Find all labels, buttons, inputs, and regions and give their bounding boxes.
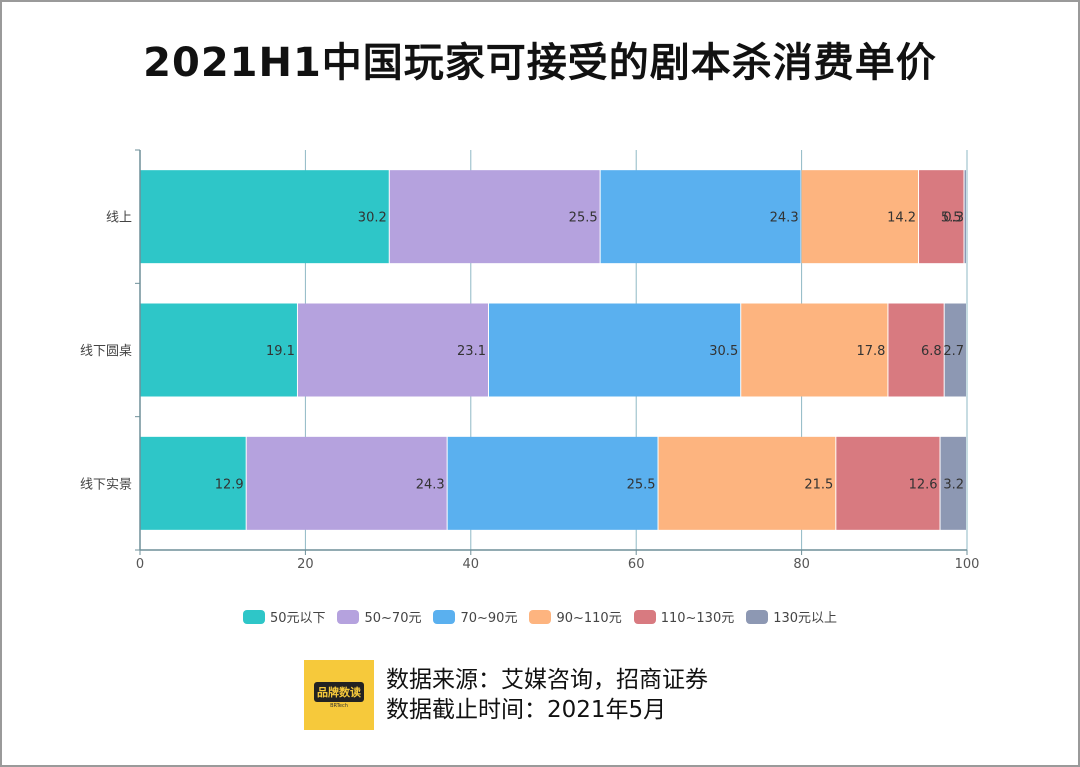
bar-value-label: 0.3 bbox=[943, 211, 964, 226]
bar-segment bbox=[658, 436, 836, 530]
legend-swatch bbox=[633, 609, 656, 624]
x-tick-label: 100 bbox=[955, 557, 980, 572]
bar-segment bbox=[944, 303, 966, 397]
legend-swatch bbox=[746, 609, 769, 624]
bar-value-label: 6.8 bbox=[921, 344, 942, 359]
legend-swatch bbox=[337, 609, 360, 624]
bar-value-label: 5.5 bbox=[941, 211, 962, 226]
bar-segment bbox=[940, 436, 966, 530]
bar-value-label: 12.6 bbox=[909, 477, 938, 492]
bar-value-label: 14.2 bbox=[887, 211, 916, 226]
source-line: 数据来源：艾媒咨询，招商证券 bbox=[386, 667, 708, 693]
bar-segment bbox=[246, 436, 447, 530]
bar-segment bbox=[888, 303, 944, 397]
bar-value-label: 21.5 bbox=[804, 477, 833, 492]
chart-legend: 50元以下 50~70元 70~90元 90~110元 110~130元 130元以上 bbox=[0, 607, 1080, 626]
legend-label: 50元以下 bbox=[269, 611, 326, 626]
bar-segment bbox=[836, 436, 940, 530]
bar-value-label: 30.2 bbox=[358, 211, 387, 226]
bar-segment bbox=[447, 436, 658, 530]
bar-segment bbox=[919, 170, 964, 264]
bar-value-label: 25.5 bbox=[627, 477, 656, 492]
brand-logo: 品牌数读 BRTech bbox=[304, 660, 374, 730]
source-block: 品牌数读 BRTech 数据来源：艾媒咨询，招商证券 数据截止时间：2021年5… bbox=[304, 660, 708, 730]
legend-swatch bbox=[242, 609, 265, 624]
bar-value-label: 25.5 bbox=[569, 211, 598, 226]
legend-item[interactable]: 50元以下 bbox=[242, 607, 326, 626]
legend-item[interactable]: 130元以上 bbox=[746, 607, 837, 626]
x-tick-label: 0 bbox=[136, 557, 144, 572]
legend-swatch bbox=[529, 609, 552, 624]
bar-value-label: 23.1 bbox=[457, 344, 486, 359]
source-date-line: 数据截止时间：2021年5月 bbox=[386, 697, 667, 723]
bar-value-label: 19.1 bbox=[266, 344, 295, 359]
bar-segment bbox=[297, 303, 488, 397]
x-tick-label: 60 bbox=[628, 557, 645, 572]
category-label: 线下实景 bbox=[80, 477, 132, 492]
bar-value-label: 2.7 bbox=[943, 344, 964, 359]
bar-value-label: 12.9 bbox=[215, 477, 244, 492]
chart-plot: 30.2 25.5 24.3 14.2 5.50.3 线上 19.1 23.1 30.5 17.8… bbox=[80, 149, 980, 572]
brand-logo-sub: BRTech bbox=[330, 702, 348, 709]
bar-value-label: 17.8 bbox=[856, 344, 885, 359]
bar-value-label: 30.5 bbox=[709, 344, 738, 359]
brand-logo-text: 品牌数读 bbox=[314, 681, 364, 702]
x-tick-label: 80 bbox=[793, 557, 810, 572]
legend-item[interactable]: 90~110元 bbox=[529, 607, 622, 626]
legend-item[interactable]: 70~90元 bbox=[433, 607, 517, 626]
bar-segment bbox=[964, 170, 966, 264]
bar-value-label: 3.2 bbox=[943, 477, 964, 492]
source-text: 数据来源：艾媒咨询，招商证券 数据截止时间：2021年5月 bbox=[386, 665, 708, 725]
legend-item[interactable]: 50~70元 bbox=[337, 607, 421, 626]
legend-label: 70~90元 bbox=[460, 611, 518, 626]
bar-value-label: 24.3 bbox=[416, 477, 445, 492]
category-label: 线下圆桌 bbox=[80, 344, 132, 359]
chart-title: 2021H1中国玩家可接受的剧本杀消费单价 bbox=[143, 40, 937, 86]
legend-item[interactable]: 110~130元 bbox=[633, 607, 735, 626]
bar-segment bbox=[140, 303, 297, 397]
bar-segment bbox=[801, 170, 919, 264]
legend-swatch bbox=[433, 609, 456, 624]
bar-segment bbox=[488, 303, 741, 397]
bar-segment bbox=[600, 170, 801, 264]
bar-segment bbox=[741, 303, 888, 397]
x-tick-label: 40 bbox=[463, 557, 480, 572]
bar-segment bbox=[140, 436, 246, 530]
x-tick-label: 20 bbox=[297, 557, 314, 572]
category-label: 线上 bbox=[106, 211, 132, 226]
legend-label: 130元以上 bbox=[773, 611, 838, 626]
legend-label: 50~70元 bbox=[364, 611, 422, 626]
legend-label: 90~110元 bbox=[556, 611, 622, 626]
legend-label: 110~130元 bbox=[660, 611, 735, 626]
bar-segment bbox=[140, 170, 389, 264]
bar-segment bbox=[389, 170, 600, 264]
bar-value-label: 24.3 bbox=[770, 211, 799, 226]
